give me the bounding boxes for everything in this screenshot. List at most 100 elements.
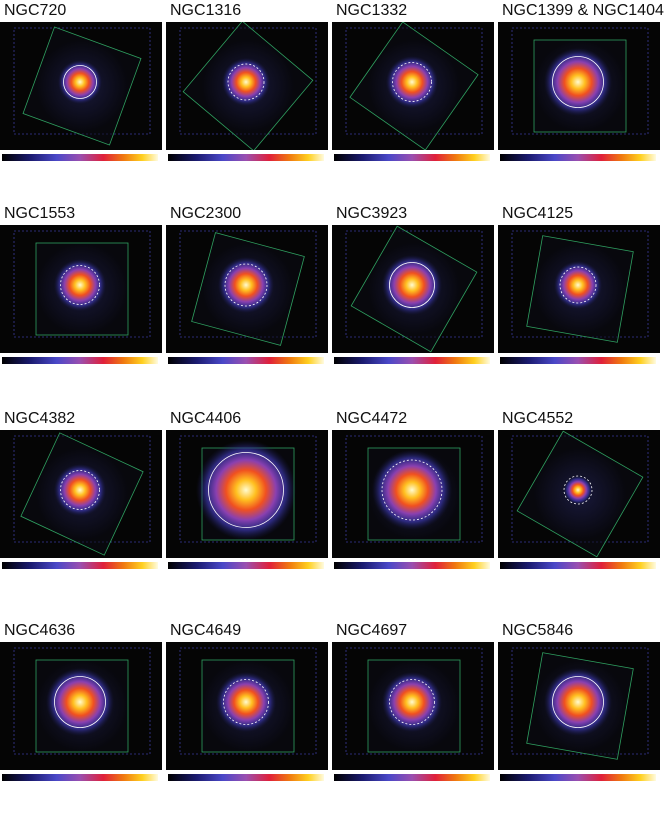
panel-label: NGC4697 [336, 622, 408, 639]
panel: NGC4552 [498, 410, 664, 610]
panel: NGC1332 [332, 2, 498, 202]
colorbar [168, 562, 324, 569]
colorbar [168, 357, 324, 364]
panel-label: NGC4552 [502, 410, 574, 427]
xray-image [0, 225, 162, 353]
extraction-region [381, 459, 443, 521]
panel: NGC2300 [166, 205, 332, 405]
xray-image [0, 642, 162, 770]
xray-image [0, 22, 162, 150]
frame [345, 435, 483, 543]
extraction-region [563, 475, 593, 505]
extraction-region [224, 263, 268, 307]
emission [54, 464, 106, 516]
emission [372, 450, 452, 530]
colorbar [500, 774, 656, 781]
panel: NGC1316 [166, 2, 332, 202]
emission [382, 255, 442, 315]
xray-image [332, 225, 494, 353]
panel: NGC4125 [498, 205, 664, 405]
frame [511, 230, 649, 338]
panel: NGC4649 [166, 622, 332, 822]
panel-label: NGC4125 [502, 205, 574, 222]
frame [179, 647, 317, 755]
xray-image [0, 430, 162, 558]
panel-label: NGC720 [4, 2, 67, 19]
emission [46, 668, 114, 736]
colorbar [334, 774, 490, 781]
xray-image [166, 22, 328, 150]
panel: NGC4697 [332, 622, 498, 822]
xray-image [498, 225, 660, 353]
colorbar [334, 154, 490, 161]
frame [13, 647, 151, 755]
colorbar [500, 357, 656, 364]
panel: NGC4636 [0, 622, 166, 822]
emission [54, 259, 106, 311]
extraction-region [559, 266, 597, 304]
emission [216, 672, 276, 732]
extraction-region [223, 679, 269, 725]
panel: NGC3923 [332, 205, 498, 405]
panel-label: NGC3923 [336, 205, 408, 222]
extraction-region [389, 679, 435, 725]
frame [345, 647, 483, 755]
colorbar [168, 774, 324, 781]
extraction-region [392, 62, 432, 102]
panel-label: NGC1332 [336, 2, 408, 19]
panel-label: NGC1316 [170, 2, 242, 19]
panel-label: NGC1553 [4, 205, 76, 222]
extraction-region [389, 262, 435, 308]
xray-image [166, 642, 328, 770]
xray-image [166, 225, 328, 353]
xray-image [498, 22, 660, 150]
extraction-region [552, 56, 604, 108]
frame [511, 27, 649, 135]
extraction-region [54, 676, 106, 728]
colorbar [334, 357, 490, 364]
frame [511, 647, 649, 755]
panel-label: NGC4382 [4, 410, 76, 427]
frame [13, 230, 151, 338]
colorbar [2, 357, 158, 364]
colorbar [2, 562, 158, 569]
panel: NGC5846 [498, 622, 664, 822]
panel: NGC1553 [0, 205, 166, 405]
xray-image [332, 22, 494, 150]
emission [564, 476, 592, 504]
panel-label: NGC4649 [170, 622, 242, 639]
panel: NGC4472 [332, 410, 498, 610]
frame [179, 435, 317, 543]
colorbar [2, 774, 158, 781]
panel-label: NGC4636 [4, 622, 76, 639]
extraction-region [227, 63, 265, 101]
emission [386, 56, 438, 108]
emission [544, 48, 612, 116]
figure: NGC720 NGC1316 NGC1332 NGC1399 & NGC1404 NGC… [0, 2, 664, 781]
emission [554, 261, 602, 309]
emission [382, 672, 442, 732]
xray-image [498, 642, 660, 770]
xray-image [166, 430, 328, 558]
extraction-region [552, 676, 604, 728]
emission [222, 58, 270, 106]
panel: NGC720 [0, 2, 166, 202]
emission [544, 668, 612, 736]
xray-image [332, 430, 494, 558]
panel: NGC4382 [0, 410, 166, 610]
panel: NGC4406 [166, 410, 332, 610]
emission [218, 257, 274, 313]
colorbar [500, 154, 656, 161]
xray-image [332, 642, 494, 770]
colorbar [168, 154, 324, 161]
xray-image [498, 430, 660, 558]
panel-label: NGC5846 [502, 622, 574, 639]
panel-label: NGC4406 [170, 410, 242, 427]
extraction-region [63, 65, 97, 99]
panel-label: NGC1399 & NGC1404 [502, 2, 664, 19]
colorbar [2, 154, 158, 161]
emission [196, 440, 296, 540]
colorbar [334, 562, 490, 569]
emission [58, 60, 102, 104]
extraction-region [60, 470, 100, 510]
